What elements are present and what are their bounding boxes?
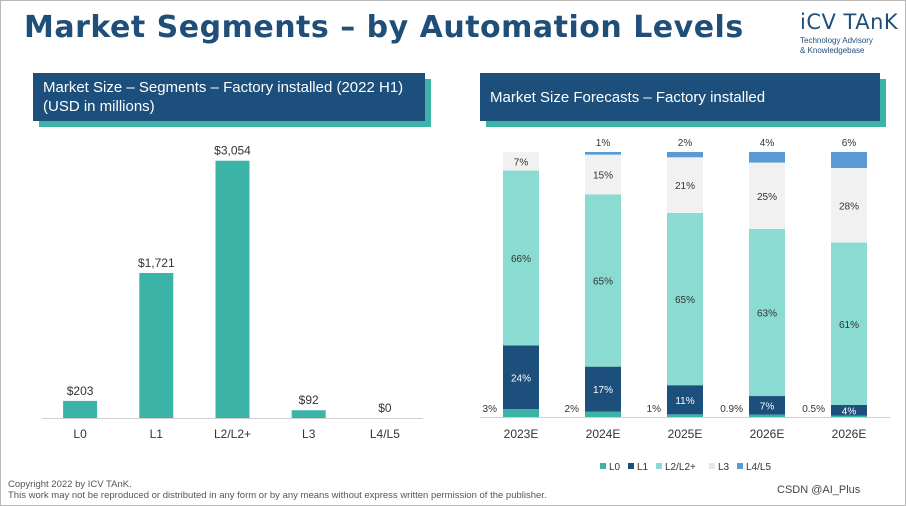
segment-l2-l2-: [831, 242, 867, 406]
segment-l1: [585, 366, 621, 412]
copyright-footer: Copyright 2022 by ICV TAnK. This work ma…: [8, 479, 547, 501]
segment-l1: [503, 345, 539, 410]
segment-value-label: 63%: [757, 308, 777, 319]
legend-swatch-l3: [709, 463, 715, 469]
segment-value-label: 66%: [511, 254, 531, 265]
legend-swatch-l2-l2-: [656, 463, 662, 469]
segment-value-label: 7%: [514, 157, 529, 168]
segment-value-label: 0.5%: [802, 404, 825, 415]
segment-value-label: 61%: [839, 320, 859, 331]
segment-value-label: 11%: [675, 396, 694, 407]
segment-value-label: 25%: [757, 192, 777, 203]
legend-label: L4/L5: [746, 462, 771, 473]
bar-l0: [63, 400, 98, 418]
page-title: Market Segments – by Automation Levels: [24, 10, 744, 45]
segment-l0: [503, 409, 539, 417]
copyright-line: Copyright 2022 by ICV TAnK.: [8, 479, 132, 490]
bar-value-label: $1,721: [138, 256, 175, 270]
x-tick-label: L2/L2+: [214, 427, 251, 441]
legend-swatch-l0: [600, 463, 606, 469]
brand-name: iCV TAnK: [800, 10, 899, 34]
right-chart-title-box: Market Size Forecasts – Factory installe…: [480, 73, 880, 121]
segment-l0: [749, 414, 785, 417]
segment-value-label: 28%: [839, 201, 859, 212]
left-chart-title: Market Size – Segments – Factory install…: [43, 79, 404, 115]
segment-l2-l2-: [503, 170, 539, 346]
segment-value-label: 2%: [678, 138, 693, 149]
segment-value-label: 65%: [593, 277, 613, 288]
segment-l4-l5: [667, 152, 703, 158]
segment-l3: [749, 162, 785, 229]
segment-l4-l5: [831, 152, 867, 168]
segment-value-label: 1%: [596, 138, 611, 149]
x-tick-label: L0: [73, 427, 87, 441]
bar-value-label: $0: [378, 401, 392, 415]
segment-l2-l2-: [749, 228, 785, 397]
segment-l2-l2-: [585, 194, 621, 367]
segment-value-label: 4%: [760, 138, 775, 149]
segment-l1: [749, 396, 785, 415]
bar-value-label: $92: [299, 393, 319, 407]
segment-l1: [831, 405, 867, 416]
segment-l3: [503, 152, 539, 171]
segment-l3: [831, 167, 867, 243]
segment-value-label: 21%: [675, 181, 695, 192]
segment-value-label: 2%: [565, 404, 580, 415]
brand-tagline: Technology Advisory & Knowledgebase: [800, 36, 873, 55]
segment-value-label: 6%: [842, 138, 857, 149]
segment-l4-l5: [749, 152, 785, 163]
x-tick-label: 2025E: [668, 427, 703, 441]
right-chart-title: Market Size Forecasts – Factory installe…: [490, 88, 766, 106]
segment-l1: [667, 385, 703, 415]
segment-value-label: 65%: [675, 295, 695, 306]
disclaimer-line: This work may not be reproduced or distr…: [8, 490, 547, 501]
legend-swatch-l1: [628, 463, 634, 469]
segment-l2-l2-: [667, 212, 703, 386]
x-tick-label: 2026E: [832, 427, 867, 441]
legend-swatch-l4-l5: [737, 463, 743, 469]
segment-l3: [585, 154, 621, 195]
bar-l1: [139, 273, 174, 418]
segment-value-label: 0.9%: [720, 404, 743, 415]
x-tick-label: 2023E: [504, 427, 539, 441]
segment-value-label: 1%: [647, 404, 662, 415]
bar-value-label: $3,054: [214, 144, 251, 158]
x-tick-label: 2024E: [586, 427, 621, 441]
legend-label: L1: [637, 462, 649, 473]
watermark: CSDN @AI_Plus: [777, 484, 861, 496]
segment-l0: [585, 411, 621, 417]
x-tick-label: L4/L5: [370, 427, 400, 441]
x-tick-label: L3: [302, 427, 316, 441]
legend-label: L0: [609, 462, 621, 473]
segment-l3: [667, 157, 703, 213]
segment-value-label: 24%: [511, 373, 531, 384]
legend-label: L3: [718, 462, 730, 473]
segment-value-label: 17%: [593, 385, 613, 396]
bar-value-label: $203: [67, 384, 94, 398]
bar-l3: [291, 410, 326, 418]
segment-l0: [831, 415, 867, 417]
segment-value-label: 4%: [842, 406, 857, 417]
x-tick-label: L1: [150, 427, 164, 441]
segment-l4-l5: [585, 152, 621, 155]
segment-value-label: 7%: [760, 401, 775, 412]
bar-l2-l2-: [215, 160, 250, 418]
brand-logo: iCV TAnK Technology Advisory & Knowledge…: [800, 10, 900, 56]
segment-l0: [667, 414, 703, 417]
left-chart-title-box: Market Size – Segments – Factory install…: [33, 73, 425, 121]
x-tick-label: 2026E: [750, 427, 785, 441]
segment-value-label: 15%: [593, 171, 613, 182]
segment-value-label: 3%: [483, 404, 498, 415]
legend-label: L2/L2+: [665, 462, 696, 473]
